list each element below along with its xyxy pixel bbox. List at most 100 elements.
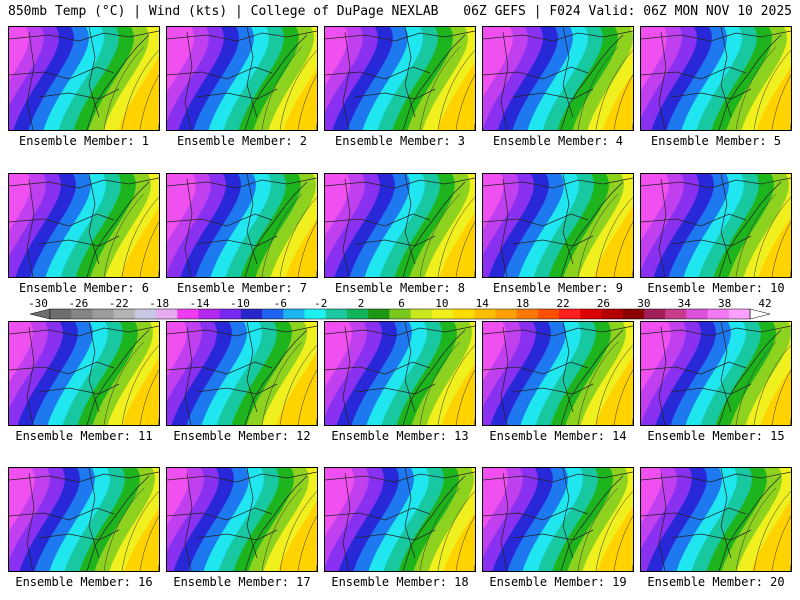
boundary-line	[658, 31, 667, 130]
boundary-line	[562, 27, 574, 118]
wind-streamline	[735, 341, 777, 425]
temperature-band	[756, 66, 791, 130]
ensemble-map-9	[482, 173, 634, 278]
boundary-line	[167, 507, 273, 521]
ensemble-member-label: Ensemble Member: 18	[331, 575, 469, 589]
ensemble-member-label: Ensemble Member: 15	[647, 429, 785, 443]
boundary-line	[9, 507, 115, 521]
temperature-field	[641, 468, 791, 571]
boundary-line	[246, 27, 258, 118]
temperature-band	[437, 60, 475, 130]
colorbar-swatch	[495, 309, 518, 319]
temperature-field	[641, 174, 791, 277]
boundary-line	[246, 174, 258, 265]
colorbar-swatch	[389, 309, 412, 319]
colorbar-tick-label: 38	[717, 297, 732, 310]
boundary-line	[26, 31, 35, 130]
boundary-line	[658, 178, 667, 277]
colorbar-swatch	[262, 309, 284, 319]
ensemble-map-2	[166, 26, 318, 131]
temperature-field	[9, 468, 159, 571]
temperature-band	[760, 367, 791, 425]
colorbar-swatch	[622, 309, 645, 319]
colorbar-tick-label: 34	[677, 297, 691, 310]
boundary-line	[167, 471, 317, 483]
boundary-line	[9, 361, 115, 375]
wind-streamline	[261, 46, 303, 130]
wind-streamline	[577, 341, 619, 425]
temperature-band	[602, 72, 633, 130]
wind-streamline	[753, 344, 791, 425]
wind-streamline	[261, 341, 303, 425]
boundary-line	[641, 471, 791, 483]
boundary-line	[500, 178, 509, 277]
temperature-band	[593, 174, 633, 277]
ensemble-member-label: Ensemble Member: 16	[15, 575, 153, 589]
temperature-band	[751, 468, 791, 571]
boundary-line	[641, 177, 791, 189]
ensemble-map-19	[482, 467, 634, 572]
colorbar-swatch	[410, 309, 433, 319]
ensemble-member-label: Ensemble Member: 2	[176, 134, 308, 148]
wind-streamline	[577, 193, 619, 277]
colorbar-tick-label: 42	[758, 297, 772, 310]
temperature-colorbar	[30, 308, 770, 320]
colorbar-swatch	[728, 309, 751, 319]
wind-streamline	[279, 490, 317, 571]
boundary-line	[325, 507, 431, 521]
wind-streamline	[279, 344, 317, 425]
temperature-band	[118, 27, 159, 130]
temperature-field	[325, 468, 475, 571]
temperature-band	[441, 362, 475, 425]
colorbar-tick-label: 10	[435, 297, 449, 310]
colorbar-swatch	[50, 309, 72, 319]
boundary-line	[718, 475, 782, 571]
wind-streamline	[103, 46, 145, 130]
wind-streamline	[753, 196, 791, 277]
temperature-field	[483, 27, 633, 130]
wind-streamline	[121, 196, 159, 277]
wind-streamline	[139, 369, 159, 425]
boundary-line	[196, 383, 278, 395]
boundary-line	[325, 325, 475, 337]
wind-streamline	[261, 487, 303, 571]
boundary-line	[483, 213, 589, 227]
wind-streamline	[595, 196, 633, 277]
boundary-line	[718, 329, 782, 425]
wind-streamline	[437, 490, 475, 571]
wind-streamline	[595, 490, 633, 571]
boundary-line	[88, 27, 100, 118]
boundary-line	[512, 88, 594, 100]
boundary-line	[9, 213, 115, 227]
temperature-field	[9, 174, 159, 277]
boundary-line	[404, 468, 416, 559]
wind-streamline	[139, 221, 159, 277]
wind-streamline	[121, 344, 159, 425]
boundary-line	[325, 66, 431, 80]
boundary-line	[184, 178, 193, 277]
wind-streamline	[297, 221, 317, 277]
temperature-band	[278, 468, 317, 571]
boundary-line	[718, 34, 782, 130]
boundary-line	[670, 235, 752, 247]
wind-streamline	[613, 221, 633, 277]
temperature-field	[167, 468, 317, 571]
boundary-line	[402, 34, 466, 130]
wind-streamline	[103, 193, 145, 277]
colorbar-tick-label: 18	[516, 297, 530, 310]
ensemble-member-label: Ensemble Member: 3	[334, 134, 466, 148]
boundary-line	[325, 361, 431, 375]
boundary-line	[86, 181, 150, 277]
boundary-line	[720, 27, 732, 118]
boundary-line	[86, 475, 150, 571]
boundary-line	[9, 177, 159, 189]
ensemble-map-11	[8, 321, 160, 426]
boundary-line	[244, 475, 308, 571]
colorbar-swatch	[198, 309, 221, 319]
wind-streamline	[735, 46, 777, 130]
boundary-line	[342, 326, 351, 425]
boundary-line	[244, 329, 308, 425]
wind-streamline	[735, 193, 777, 277]
ensemble-map-6	[8, 173, 160, 278]
boundary-line	[184, 31, 193, 130]
